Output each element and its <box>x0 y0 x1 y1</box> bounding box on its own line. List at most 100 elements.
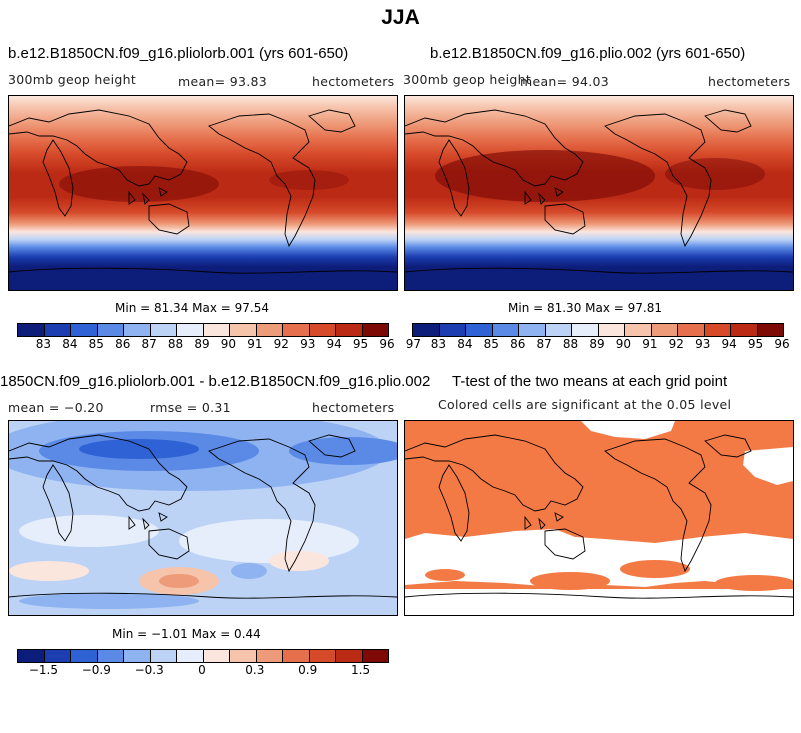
colorbar-tick-label: −1.5 <box>28 663 58 677</box>
colorbar-tick-label: 92 <box>668 337 684 351</box>
colorbar-swatch <box>336 324 363 336</box>
panel3-mean: mean = −0.20 <box>8 400 104 415</box>
colorbar-swatch <box>230 650 257 662</box>
colorbar-tick-label: 89 <box>589 337 605 351</box>
colorbar-swatch <box>203 650 230 662</box>
colorbar-swatch <box>651 324 678 336</box>
colorbar-swatch <box>309 650 336 662</box>
colorbar-tick-label: 88 <box>562 337 579 351</box>
colorbar-swatch <box>256 650 283 662</box>
figure-title: JJA <box>381 6 420 29</box>
colorbar-tick-label: 84 <box>457 337 473 351</box>
colorbar-tick-label: 90 <box>615 337 632 351</box>
colorbar-swatch <box>44 650 71 662</box>
colorbar-swatch <box>625 324 652 336</box>
colorbar-swatch <box>150 650 177 662</box>
panel3-title: 1850CN.f09_g16.pliolorb.001 - b.e12.B185… <box>0 373 431 390</box>
colorbar-tick-label: 83 <box>430 337 447 351</box>
colorbar-tick-label: 95 <box>352 337 369 351</box>
panel3-colorbar <box>17 649 389 663</box>
colorbar-swatch <box>283 324 310 336</box>
colorbar-tick-label: 0.3 <box>245 663 265 677</box>
colorbar-swatch <box>362 650 388 662</box>
colorbar-tick-label: 96 <box>774 337 790 351</box>
colorbar-tick-label: 92 <box>273 337 289 351</box>
colorbar-tick-label: 86 <box>115 337 131 351</box>
colorbar-tick-label: 95 <box>747 337 764 351</box>
colorbar-swatch <box>230 324 257 336</box>
colorbar-swatch <box>309 324 336 336</box>
colorbar-tick-label: 96 <box>379 337 395 351</box>
colorbar-tick-label: 94 <box>721 337 737 351</box>
panel1-minmax: Min = 81.34 Max = 97.54 <box>115 301 269 315</box>
colorbar-swatch <box>256 324 283 336</box>
colorbar-swatch <box>124 650 151 662</box>
colorbar-tick-label: −0.3 <box>134 663 164 677</box>
colorbar-swatch <box>362 324 388 336</box>
panel2-variable: 300mb geop height <box>403 72 532 87</box>
panel2-colorbar <box>412 323 784 337</box>
colorbar-swatch <box>757 324 783 336</box>
panel3-minmax: Min = −1.01 Max = 0.44 <box>112 627 261 641</box>
colorbar-swatch <box>18 650 45 662</box>
colorbar-swatch <box>44 324 71 336</box>
colorbar-tick-label: 86 <box>510 337 526 351</box>
colorbar-tick-label: 0.9 <box>298 663 318 677</box>
colorbar-tick-label: 89 <box>194 337 210 351</box>
panel1-mean: mean= 93.83 <box>178 74 267 89</box>
panel2-mean: mean= 94.03 <box>520 74 609 89</box>
colorbar-tick-label: 88 <box>167 337 184 351</box>
colorbar-swatch <box>466 324 493 336</box>
colorbar-swatch <box>177 650 204 662</box>
colorbar-swatch <box>731 324 758 336</box>
colorbar-swatch <box>71 650 98 662</box>
colorbar-swatch <box>71 324 98 336</box>
colorbar-tick-label: 84 <box>62 337 78 351</box>
colorbar-tick-label: 97 <box>405 337 422 351</box>
colorbar-swatch <box>336 650 363 662</box>
panel2-minmax: Min = 81.30 Max = 97.81 <box>508 301 662 315</box>
panel3-map <box>8 420 398 616</box>
colorbar-tick-label: 93 <box>695 337 711 351</box>
colorbar-tick-label: −0.9 <box>81 663 111 677</box>
colorbar-swatch <box>18 324 45 336</box>
panel3-units: hectometers <box>312 400 395 415</box>
colorbar-tick-label: 1.5 <box>351 663 371 677</box>
colorbar-swatch <box>519 324 546 336</box>
colorbar-tick-label: 83 <box>35 337 52 351</box>
colorbar-swatch <box>572 324 599 336</box>
colorbar-swatch <box>704 324 731 336</box>
colorbar-swatch <box>177 324 204 336</box>
panel4-subtitle: Colored cells are significant at the 0.0… <box>438 397 732 412</box>
colorbar-swatch <box>545 324 572 336</box>
colorbar-swatch <box>413 324 440 336</box>
colorbar-swatch <box>203 324 230 336</box>
panel4-map <box>404 420 794 616</box>
panel3-rmse: rmse = 0.31 <box>150 400 231 415</box>
panel1-title: b.e12.B1850CN.f09_g16.pliolorb.001 (yrs … <box>8 45 349 62</box>
panel1-variable: 300mb geop height <box>8 72 137 87</box>
colorbar-swatch <box>678 324 705 336</box>
colorbar-tick-label: 85 <box>88 337 104 351</box>
colorbar-tick-label: 90 <box>220 337 237 351</box>
colorbar-tick-label: 93 <box>300 337 316 351</box>
panel2-map <box>404 95 794 291</box>
colorbar-swatch <box>97 324 124 336</box>
colorbar-tick-label: 85 <box>483 337 499 351</box>
colorbar-swatch <box>150 324 177 336</box>
colorbar-swatch <box>598 324 625 336</box>
colorbar-tick-label: 91 <box>642 337 658 351</box>
panel2-title: b.e12.B1850CN.f09_g16.plio.002 (yrs 601-… <box>430 45 746 62</box>
colorbar-tick-label: 94 <box>326 337 342 351</box>
colorbar-tick-label: 0 <box>198 663 206 677</box>
colorbar-swatch <box>97 650 124 662</box>
panel1-units: hectometers <box>312 74 395 89</box>
colorbar-tick-label: 91 <box>247 337 263 351</box>
panel1-map <box>8 95 398 291</box>
panel4-title: T-test of the two means at each grid poi… <box>452 373 728 390</box>
panel1-colorbar <box>17 323 389 337</box>
colorbar-swatch <box>492 324 519 336</box>
panel2-units: hectometers <box>708 74 791 89</box>
colorbar-swatch <box>124 324 151 336</box>
colorbar-swatch <box>283 650 310 662</box>
